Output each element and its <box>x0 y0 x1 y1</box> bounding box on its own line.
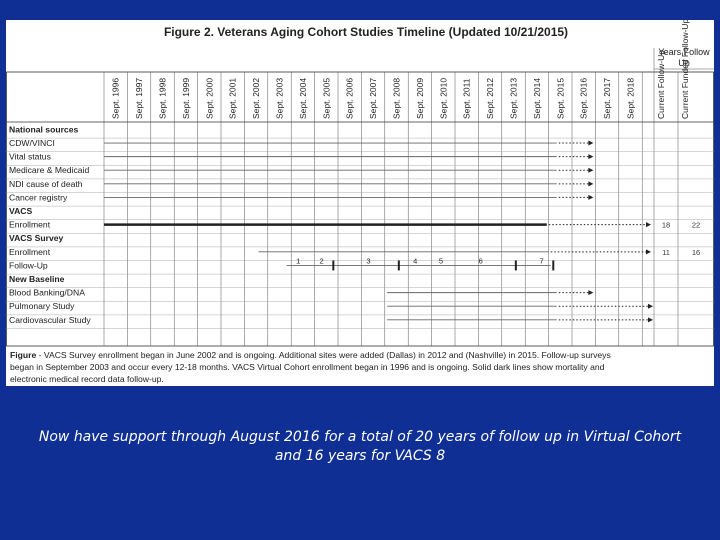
follow-up-values: 18 22 11 16 <box>662 221 700 257</box>
follow-up-wave-number: 4 <box>413 256 417 265</box>
year-label: Sept. 1996 <box>111 78 121 119</box>
year-label: Sept. 2015 <box>555 78 565 119</box>
year-label: Sept. 1999 <box>181 78 191 119</box>
figure-note-line-1: Figure - VACS Survey enrollment began in… <box>10 350 611 360</box>
arrow-head <box>646 222 651 228</box>
year-label: Sept. 2008 <box>392 78 402 119</box>
funded-follow-up-value: 16 <box>692 248 700 257</box>
caption-line-1: Now have support through August 2016 for… <box>38 429 682 445</box>
follow-up-header-line-2: Up <box>678 58 690 68</box>
timeline-chart: Figure 2. Veterans Aging Cohort Studies … <box>6 20 714 384</box>
row-label: Cancer registry <box>9 192 68 202</box>
arrow-head <box>588 290 594 296</box>
row-label: VACS <box>9 206 33 216</box>
follow-up-wave-number: 3 <box>366 256 370 265</box>
follow-up-wave-number: 2 <box>320 256 324 265</box>
year-label: Sept. 2006 <box>345 78 355 119</box>
follow-up-wave-number: 1 <box>296 256 300 265</box>
arrow-head <box>588 194 594 200</box>
arrow-head <box>588 167 594 173</box>
row-label: VACS Survey <box>9 233 64 243</box>
year-label: Sept. 2014 <box>532 78 542 119</box>
figure-note-line-3: electronic medical record data follow-up… <box>10 374 164 384</box>
arrow-head <box>588 181 594 187</box>
year-label: Sept. 2011 <box>462 78 472 119</box>
figure-note-line-2: began in September 2003 and occur every … <box>10 362 605 372</box>
year-label: Sept. 2017 <box>602 78 612 119</box>
year-label: Sept. 2005 <box>321 78 331 119</box>
year-label: Sept. 1997 <box>134 78 144 119</box>
year-label: Sept. 2016 <box>579 78 589 119</box>
row-label: Follow-Up <box>9 260 48 270</box>
row-label: NDI cause of death <box>9 179 83 189</box>
follow-up-wave-number: 6 <box>479 256 483 265</box>
row-label: Medicare & Medicaid <box>9 165 89 175</box>
arrow-head <box>588 154 594 160</box>
year-label: Sept. 2010 <box>438 78 448 119</box>
funded-follow-up-value: 22 <box>692 221 700 230</box>
current-follow-up-value: 11 <box>662 248 670 257</box>
year-label: Sept. 2001 <box>228 78 238 119</box>
row-label: Cardiovascular Study <box>9 315 91 325</box>
caption-line-2: and 16 years for VACS 8 <box>274 448 446 464</box>
timeline-grid <box>6 48 714 347</box>
row-label: Enrollment <box>9 247 51 257</box>
current-follow-up-value: 18 <box>662 221 670 230</box>
year-label: Sept. 2009 <box>415 78 425 119</box>
arrow-head <box>648 303 653 309</box>
follow-up-column-label: Current Funded Follow-Up <box>680 20 690 119</box>
year-axis-labels: Sept. 1996 Sept. 1997 Sept. 1998 Sept. 1999… <box>111 20 690 119</box>
table-frame <box>6 71 714 347</box>
row-label: CDW/VINCI <box>9 138 55 148</box>
year-label: Sept. 1998 <box>158 78 168 119</box>
row-label: Vital status <box>9 152 51 162</box>
row-label: New Baseline <box>9 274 65 284</box>
year-label: Sept. 2003 <box>275 78 285 119</box>
year-label: Sept. 2018 <box>626 78 636 119</box>
slide-caption: Now have support through August 2016 for… <box>0 428 720 466</box>
timeline-figure: Figure 2. Veterans Aging Cohort Studies … <box>6 20 714 386</box>
year-label: Sept. 2013 <box>509 78 519 119</box>
row-label: Pulmonary Study <box>9 301 75 311</box>
arrow-head <box>588 140 594 146</box>
arrow-head <box>646 249 651 255</box>
follow-up-wave-number: 7 <box>539 256 543 265</box>
follow-up-column-label: Current Follow-Up <box>656 50 666 119</box>
arrow-head <box>648 317 653 323</box>
row-labels: National sources CDW/VINCI Vital status Med… <box>9 124 91 324</box>
row-label: Enrollment <box>9 220 51 230</box>
year-label: Sept. 2012 <box>485 78 495 119</box>
row-label: National sources <box>9 124 78 134</box>
figure-title: Figure 2. Veterans Aging Cohort Studies … <box>164 25 568 39</box>
figure-note-text-1: - VACS Survey enrollment began in June 2… <box>36 350 611 360</box>
figure-note-label: Figure <box>10 350 36 360</box>
year-label: Sept. 2000 <box>204 78 214 119</box>
row-label: Blood Banking/DNA <box>9 288 85 298</box>
year-label: Sept. 2002 <box>251 78 261 119</box>
timeline-bars <box>104 140 653 323</box>
year-label: Sept. 2007 <box>368 78 378 119</box>
year-label: Sept. 2004 <box>298 78 308 119</box>
follow-up-header-line-1: Years Follow <box>658 47 710 57</box>
follow-up-wave-number: 5 <box>439 256 443 265</box>
follow-up-waves: 1 2 3 4 5 6 7 <box>296 256 555 271</box>
